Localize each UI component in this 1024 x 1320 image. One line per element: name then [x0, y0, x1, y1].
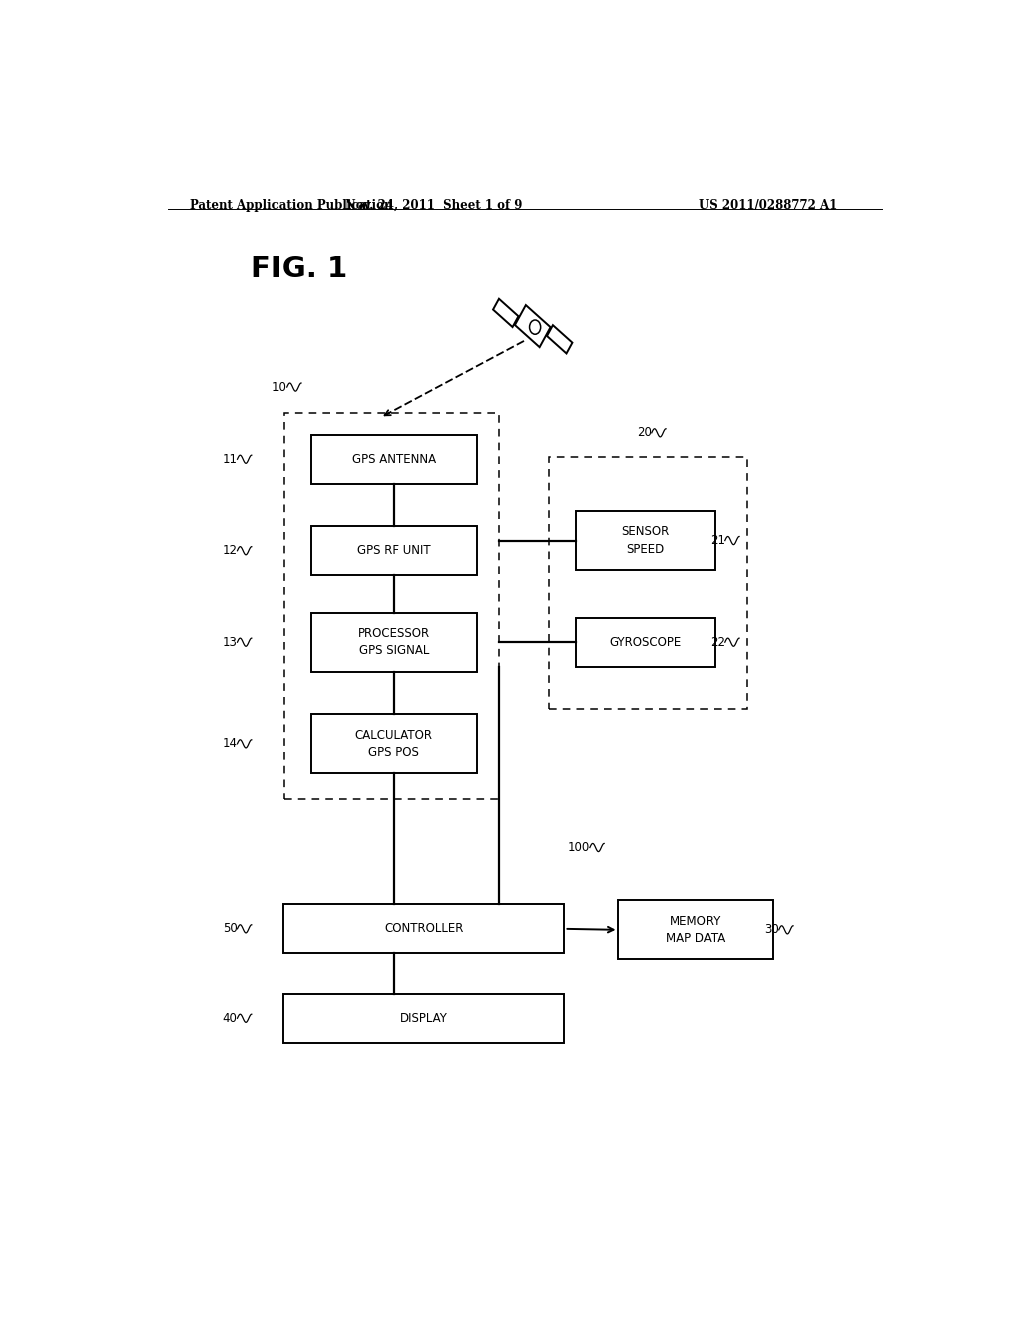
Text: MAP DATA: MAP DATA: [667, 932, 725, 945]
Bar: [549, 457, 748, 709]
Text: MEMORY: MEMORY: [670, 915, 722, 928]
Bar: [618, 900, 773, 960]
Bar: [285, 413, 499, 799]
Text: 11: 11: [222, 453, 238, 466]
Text: GYROSCOPE: GYROSCOPE: [609, 636, 682, 648]
Polygon shape: [547, 325, 572, 354]
Text: 10: 10: [271, 380, 287, 393]
Text: 40: 40: [222, 1011, 238, 1024]
Text: 50: 50: [223, 923, 238, 936]
Text: 12: 12: [222, 544, 238, 557]
Text: 14: 14: [222, 738, 238, 750]
Text: CONTROLLER: CONTROLLER: [384, 923, 463, 936]
Text: 100: 100: [567, 841, 590, 854]
Text: DISPLAY: DISPLAY: [399, 1011, 447, 1024]
Text: FIG. 1: FIG. 1: [251, 255, 347, 282]
Text: 13: 13: [222, 636, 238, 648]
Bar: [283, 904, 564, 953]
Bar: [310, 527, 477, 576]
Text: GPS SIGNAL: GPS SIGNAL: [358, 644, 429, 657]
Text: 20: 20: [637, 426, 652, 440]
Text: SENSOR: SENSOR: [622, 525, 670, 539]
Bar: [577, 618, 716, 667]
Text: 30: 30: [764, 924, 778, 936]
Text: SPEED: SPEED: [627, 543, 665, 556]
Bar: [310, 612, 477, 672]
Text: CALCULATOR: CALCULATOR: [355, 729, 433, 742]
Bar: [577, 511, 716, 570]
Text: US 2011/0288772 A1: US 2011/0288772 A1: [699, 199, 838, 213]
Text: 22: 22: [710, 636, 725, 648]
Text: Patent Application Publication: Patent Application Publication: [189, 199, 392, 213]
Text: 21: 21: [710, 535, 725, 546]
Polygon shape: [515, 305, 551, 347]
Text: GPS POS: GPS POS: [369, 746, 419, 759]
Bar: [283, 994, 564, 1043]
Circle shape: [529, 319, 541, 334]
Text: Nov. 24, 2011  Sheet 1 of 9: Nov. 24, 2011 Sheet 1 of 9: [345, 199, 522, 213]
Text: GPS RF UNIT: GPS RF UNIT: [357, 544, 431, 557]
Text: PROCESSOR: PROCESSOR: [357, 627, 430, 640]
Text: GPS ANTENNA: GPS ANTENNA: [352, 453, 436, 466]
Bar: [310, 714, 477, 774]
Polygon shape: [493, 298, 518, 327]
Bar: [310, 434, 477, 483]
